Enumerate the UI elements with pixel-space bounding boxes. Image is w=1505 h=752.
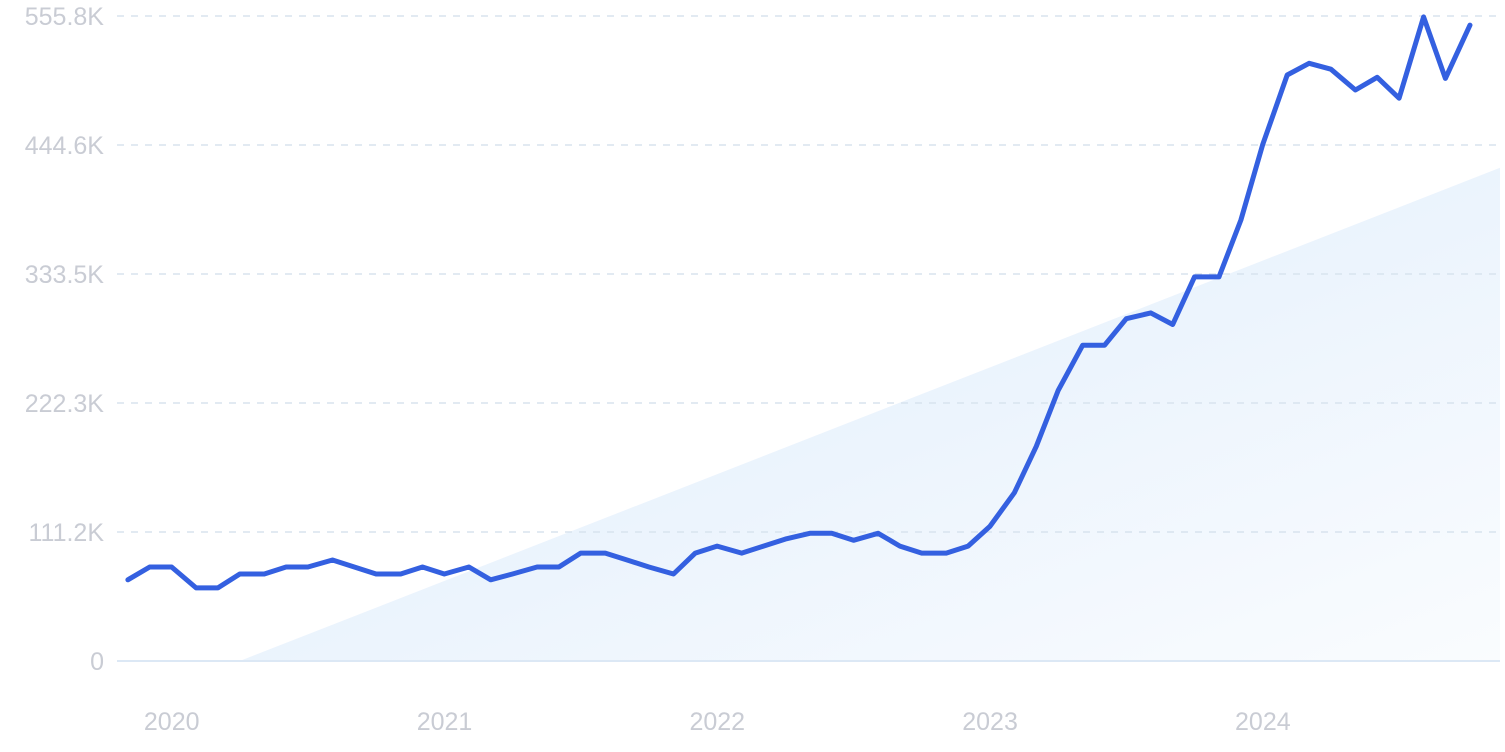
y-tick-label: 333.5K bbox=[25, 261, 105, 289]
x-tick-label: 2024 bbox=[1235, 708, 1291, 736]
y-tick-label: 111.2K bbox=[28, 519, 104, 547]
x-tick-label: 2022 bbox=[689, 708, 745, 736]
trend-area bbox=[239, 167, 1501, 662]
x-tick-label: 2021 bbox=[417, 708, 473, 736]
y-tick-label: 0 bbox=[90, 648, 104, 676]
x-tick-label: 2020 bbox=[144, 708, 200, 736]
series-line bbox=[125, 14, 1473, 591]
y-tick-label: 444.6K bbox=[25, 132, 105, 160]
x-tick-label: 2023 bbox=[962, 708, 1018, 736]
y-tick-label: 222.3K bbox=[25, 390, 105, 418]
y-tick-label: 555.8K bbox=[25, 3, 105, 31]
